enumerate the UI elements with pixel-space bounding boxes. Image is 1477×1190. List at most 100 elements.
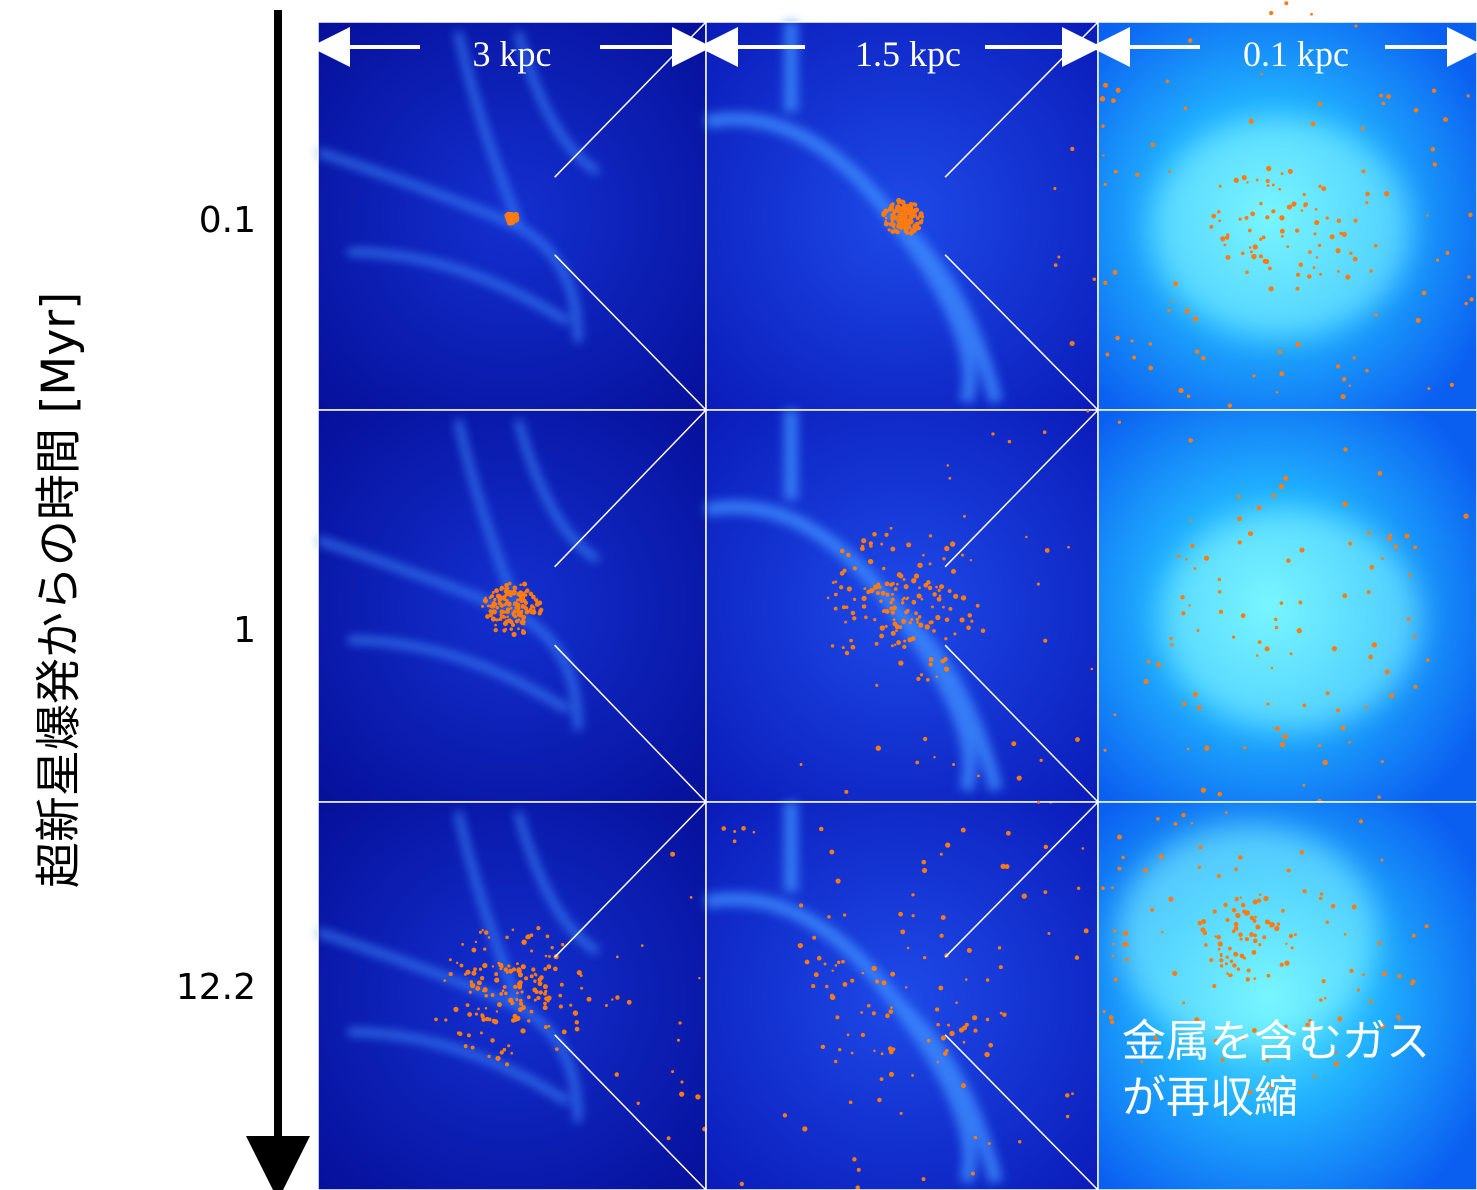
metal-dot: [1365, 369, 1369, 373]
metal-dot: [524, 976, 528, 980]
metal-dot: [898, 912, 903, 917]
metal-dot: [1025, 536, 1027, 538]
metal-dot: [886, 593, 890, 597]
metal-dot: [937, 597, 942, 602]
metal-dot: [951, 569, 956, 574]
metal-dot: [1217, 874, 1221, 878]
metal-dot: [561, 943, 564, 946]
metal-dot: [471, 971, 476, 976]
metal-dot: [945, 843, 950, 848]
metal-dot: [1017, 775, 1022, 780]
metal-dot: [918, 586, 921, 589]
metal-dot: [880, 1077, 884, 1081]
metal-dot: [873, 618, 876, 621]
metal-dot: [895, 230, 900, 235]
metal-dot: [1319, 273, 1322, 276]
metal-dot: [499, 587, 503, 591]
metal-dot: [931, 606, 934, 609]
metal-dot: [1114, 978, 1118, 982]
metal-dot: [1184, 107, 1188, 111]
metal-dot: [1404, 533, 1409, 538]
metal-dot: [930, 620, 934, 624]
metal-dot: [1285, 943, 1287, 945]
metal-dot: [1313, 232, 1316, 235]
metal-dot: [1413, 635, 1416, 638]
metal-dot: [1326, 216, 1329, 219]
metal-dot: [1302, 784, 1305, 787]
metal-dot: [1367, 531, 1371, 535]
metal-dot: [847, 586, 852, 591]
metal-dot: [677, 1039, 680, 1042]
metal-dot: [503, 985, 507, 989]
metal-dot: [1244, 216, 1248, 220]
metal-dot: [906, 226, 910, 230]
metal-dot: [1414, 108, 1419, 113]
metal-dot: [1105, 353, 1109, 357]
metal-dot: [1147, 660, 1151, 664]
metal-dot: [1271, 667, 1274, 670]
metal-dot: [1265, 215, 1269, 219]
metal-dot: [841, 960, 845, 964]
metal-dot: [914, 573, 919, 578]
metal-dot: [962, 597, 965, 600]
metal-dot: [562, 1030, 567, 1035]
metal-dot: [518, 618, 521, 621]
metal-dot: [466, 1003, 470, 1007]
metal-dot: [1394, 545, 1398, 549]
metal-dot: [1149, 342, 1152, 345]
metal-dot: [895, 205, 900, 210]
metal-dot: [506, 616, 509, 619]
metal-dot: [531, 967, 535, 971]
metal-dot: [1216, 935, 1221, 940]
metal-dot: [1253, 977, 1256, 980]
metal-dot: [494, 624, 497, 627]
metal-dot: [1242, 175, 1247, 180]
metal-dot: [955, 1001, 958, 1004]
metal-dot: [615, 1072, 620, 1077]
metal-dot: [913, 214, 917, 218]
metal-dot: [838, 1048, 841, 1051]
metal-dot: [853, 566, 857, 570]
metal-dot: [1313, 1075, 1316, 1078]
metal-dot: [1385, 669, 1390, 674]
metal-dot: [929, 662, 933, 666]
metal-dot: [1057, 256, 1060, 259]
metal-dot: [1381, 760, 1384, 763]
metal-dot: [920, 215, 924, 219]
metal-dot: [1348, 741, 1351, 744]
metal-dot: [1280, 229, 1285, 234]
metal-dot: [1316, 256, 1319, 259]
metal-dot: [897, 226, 899, 228]
metal-dot: [878, 585, 882, 589]
metal-dot: [1219, 958, 1223, 962]
metal-dot: [1283, 734, 1288, 739]
metal-dot: [480, 976, 484, 980]
metal-dot: [490, 1038, 495, 1043]
metal-dot: [1266, 179, 1270, 183]
metal-dot: [516, 991, 519, 994]
metal-dot: [513, 985, 517, 989]
annotation-line: 金属を含むガス: [1122, 1016, 1430, 1067]
metal-dot: [1246, 977, 1250, 981]
metal-dot: [1253, 900, 1258, 905]
metal-dot: [518, 972, 523, 977]
metal-dot: [944, 667, 949, 672]
metal-dot: [961, 554, 964, 557]
metal-dot: [1335, 248, 1340, 253]
metal-dot: [1372, 642, 1377, 647]
metal-dot: [944, 546, 949, 551]
metal-dot: [1103, 749, 1106, 752]
metal-dot: [484, 994, 488, 998]
metal-dot: [991, 432, 994, 435]
metal-dot: [915, 223, 918, 226]
metal-dot: [1296, 273, 1300, 277]
metal-dot: [1257, 505, 1262, 510]
metal-dot: [1279, 371, 1284, 376]
metal-dot: [1326, 691, 1330, 695]
metal-dot: [517, 627, 520, 630]
metal-dot: [1253, 939, 1258, 944]
metal-dot: [493, 1019, 498, 1024]
metal-dot: [521, 615, 524, 618]
metal-dot: [834, 607, 838, 611]
metal-dot: [798, 943, 803, 948]
